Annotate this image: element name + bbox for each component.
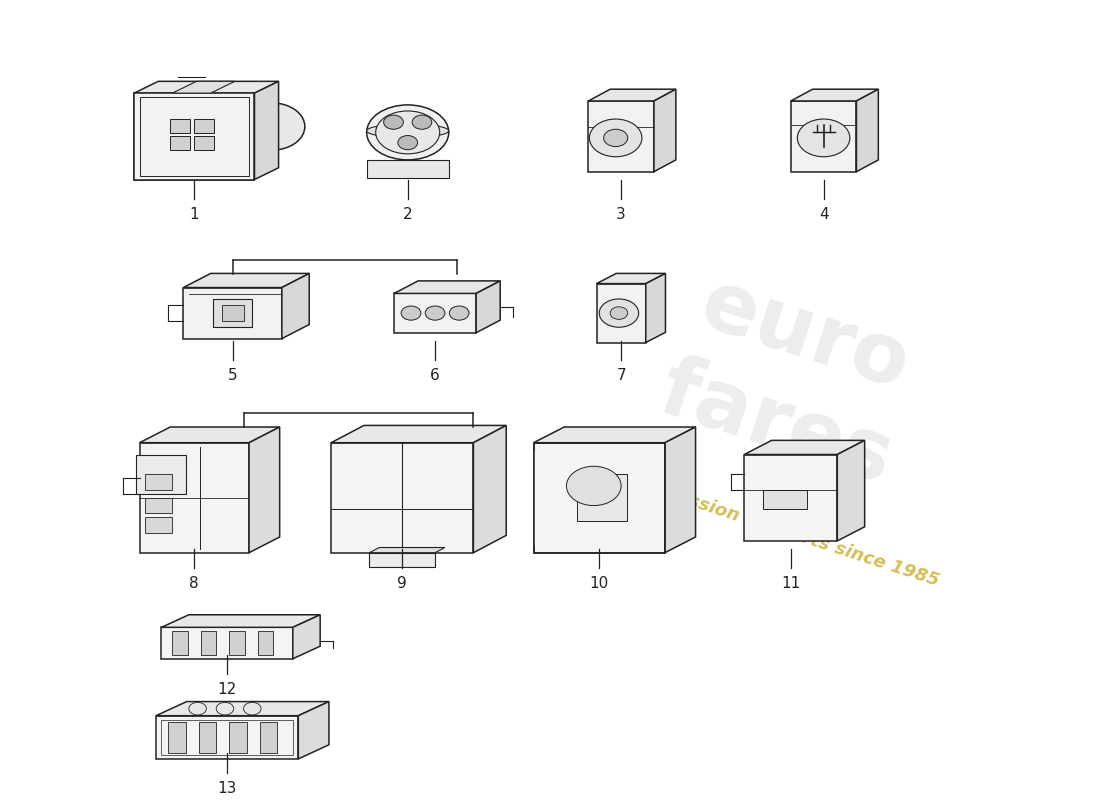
Bar xyxy=(213,299,252,327)
Text: 12: 12 xyxy=(218,682,236,698)
Polygon shape xyxy=(837,440,865,541)
Text: 3: 3 xyxy=(616,207,626,222)
Polygon shape xyxy=(664,427,695,553)
Polygon shape xyxy=(184,274,309,287)
Text: passion for parts since 1985: passion for parts since 1985 xyxy=(662,484,942,590)
Text: 6: 6 xyxy=(430,368,440,383)
Polygon shape xyxy=(394,294,476,333)
Ellipse shape xyxy=(239,103,305,150)
Text: 4: 4 xyxy=(818,207,828,222)
Circle shape xyxy=(412,115,432,130)
Bar xyxy=(136,455,186,494)
Polygon shape xyxy=(745,454,837,541)
Ellipse shape xyxy=(376,111,440,154)
Polygon shape xyxy=(134,93,254,179)
Circle shape xyxy=(384,115,404,130)
Circle shape xyxy=(426,306,444,320)
Circle shape xyxy=(243,702,261,715)
Text: 11: 11 xyxy=(781,576,801,591)
Circle shape xyxy=(217,702,233,715)
Polygon shape xyxy=(162,627,293,658)
Bar xyxy=(229,631,244,655)
Polygon shape xyxy=(534,427,695,442)
Bar xyxy=(199,722,217,754)
Bar xyxy=(145,474,173,490)
Circle shape xyxy=(449,306,469,320)
Circle shape xyxy=(590,119,642,157)
Bar xyxy=(260,722,277,754)
Text: 8: 8 xyxy=(189,576,199,591)
Polygon shape xyxy=(791,89,878,101)
Bar xyxy=(173,631,188,655)
Polygon shape xyxy=(331,426,506,442)
Bar xyxy=(534,450,578,545)
Bar xyxy=(229,722,246,754)
Polygon shape xyxy=(134,93,254,179)
Polygon shape xyxy=(473,426,506,553)
Ellipse shape xyxy=(366,124,449,138)
Polygon shape xyxy=(282,274,309,338)
Polygon shape xyxy=(791,101,857,172)
Polygon shape xyxy=(366,160,449,178)
Circle shape xyxy=(398,135,418,150)
Polygon shape xyxy=(370,553,436,567)
Bar xyxy=(170,136,190,150)
Bar xyxy=(578,474,627,522)
Bar xyxy=(195,119,214,133)
Polygon shape xyxy=(596,274,666,284)
Circle shape xyxy=(798,119,850,157)
Circle shape xyxy=(566,466,621,506)
Polygon shape xyxy=(254,82,278,179)
Bar xyxy=(140,97,249,176)
Bar xyxy=(168,722,186,754)
Polygon shape xyxy=(646,274,666,342)
Polygon shape xyxy=(249,427,279,553)
Text: 13: 13 xyxy=(218,781,236,795)
Polygon shape xyxy=(293,614,320,658)
Polygon shape xyxy=(596,284,646,342)
Polygon shape xyxy=(857,89,878,172)
Polygon shape xyxy=(298,702,329,759)
Polygon shape xyxy=(140,427,279,442)
Circle shape xyxy=(189,702,207,715)
Circle shape xyxy=(402,306,421,320)
Bar xyxy=(257,631,273,655)
Circle shape xyxy=(600,299,639,327)
Text: 1: 1 xyxy=(189,207,199,222)
Text: 7: 7 xyxy=(616,368,626,383)
Bar xyxy=(201,631,217,655)
Bar xyxy=(145,498,173,514)
Polygon shape xyxy=(140,442,249,553)
Polygon shape xyxy=(588,101,654,172)
Polygon shape xyxy=(331,442,473,553)
Polygon shape xyxy=(534,442,664,553)
Polygon shape xyxy=(476,281,501,333)
Bar xyxy=(195,136,214,150)
Polygon shape xyxy=(184,287,282,338)
Polygon shape xyxy=(588,89,675,101)
Bar xyxy=(763,490,807,510)
Polygon shape xyxy=(370,547,444,553)
Text: 5: 5 xyxy=(228,368,238,383)
Bar xyxy=(170,119,190,133)
Polygon shape xyxy=(654,89,675,172)
Polygon shape xyxy=(745,440,865,454)
Bar xyxy=(222,306,243,321)
Polygon shape xyxy=(162,614,320,627)
Polygon shape xyxy=(156,716,298,759)
Text: 9: 9 xyxy=(397,576,407,591)
Text: 10: 10 xyxy=(590,576,609,591)
Circle shape xyxy=(604,130,628,146)
Polygon shape xyxy=(173,82,234,93)
Text: euro
fares: euro fares xyxy=(650,260,932,500)
Ellipse shape xyxy=(366,105,449,160)
Polygon shape xyxy=(156,702,329,716)
Polygon shape xyxy=(134,82,278,93)
Text: 2: 2 xyxy=(403,207,412,222)
Bar xyxy=(145,518,173,533)
Circle shape xyxy=(610,307,628,319)
Bar xyxy=(162,720,293,755)
Polygon shape xyxy=(394,281,501,294)
